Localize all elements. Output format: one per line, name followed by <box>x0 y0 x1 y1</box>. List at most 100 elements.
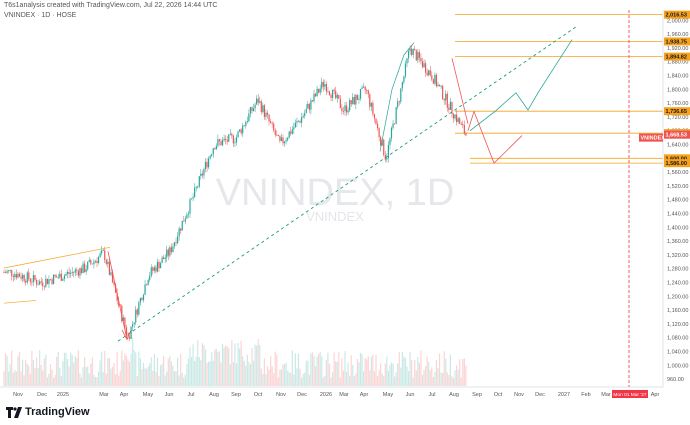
volume-bar <box>194 361 196 386</box>
volume-bar <box>169 355 171 386</box>
volume-bar <box>445 358 447 386</box>
candle-body <box>352 97 354 105</box>
candle-body <box>390 127 393 139</box>
price-tag-bg <box>664 10 690 19</box>
volume-bar <box>442 373 444 386</box>
volume-bar <box>186 364 188 386</box>
candle-body <box>302 116 304 118</box>
candle-body <box>220 141 222 146</box>
volume-bar <box>32 360 35 386</box>
candle-body <box>214 148 216 150</box>
candle-body <box>435 74 438 87</box>
volume-bar <box>363 371 365 386</box>
volume-bar <box>398 351 400 386</box>
x-tick-label: Apr <box>120 392 129 398</box>
candle-body <box>445 93 447 101</box>
x-tick-label: Apr <box>360 392 369 398</box>
volume-bar <box>415 370 417 386</box>
volume-bar <box>200 360 202 386</box>
price-tag-label: 1,586.00 <box>666 161 687 167</box>
price-tag-bg <box>664 159 690 168</box>
candle-body <box>265 112 267 117</box>
y-tick-label: 1,640.00 <box>667 143 688 149</box>
x-tick-label: Sep <box>231 392 241 398</box>
candle-body <box>87 261 89 270</box>
volume-bar <box>271 366 273 386</box>
candle-body <box>417 52 419 61</box>
candle-body <box>125 327 128 336</box>
y-tick-label: 1,400.00 <box>667 225 688 231</box>
volume-bar <box>208 361 210 386</box>
candle-body <box>200 173 202 177</box>
candle-body <box>459 118 461 124</box>
candle-body <box>359 89 362 99</box>
candle-body <box>367 90 369 95</box>
volume-bar <box>115 374 117 386</box>
volume-bar <box>51 369 53 386</box>
x-tick-label: Nov <box>13 392 23 398</box>
volume-bar <box>448 374 450 386</box>
candle-body <box>190 198 193 200</box>
candle-body <box>163 257 165 260</box>
tradingview-logo[interactable]: TradingView <box>6 406 90 418</box>
brand-name: TradingView <box>25 406 90 418</box>
candle-body <box>355 95 357 105</box>
candle-body <box>85 269 87 272</box>
candle-body <box>34 275 36 281</box>
volume-bar <box>9 364 11 386</box>
x-tick-label: Jul <box>187 392 194 398</box>
candle-body <box>336 94 338 99</box>
candle-body <box>173 242 176 247</box>
candle-body <box>107 261 109 264</box>
candle-body <box>88 260 90 262</box>
volume-bar <box>356 358 358 386</box>
volume-bar <box>406 366 408 386</box>
candle-body <box>68 271 70 274</box>
candle-body <box>291 129 293 134</box>
candle-body <box>71 271 73 273</box>
volume-bar <box>355 373 357 386</box>
volume-bar <box>161 364 163 386</box>
x-tick-label: Dec <box>535 392 545 398</box>
candle-body <box>380 137 382 146</box>
volume-bar <box>341 358 343 386</box>
volume-bar <box>237 343 239 386</box>
candle-body <box>54 274 56 277</box>
candle-body <box>332 89 334 98</box>
candle-body <box>141 298 143 301</box>
candle-body <box>63 275 66 280</box>
volume-bar <box>66 359 69 386</box>
volume-bar <box>324 375 326 386</box>
candle-body <box>77 270 79 276</box>
candle-body <box>102 250 104 252</box>
volume-bar <box>297 353 300 386</box>
volume-bar <box>259 344 261 386</box>
volume-bar <box>113 363 115 386</box>
candle-body <box>91 263 93 265</box>
candle-body <box>65 274 67 276</box>
volume-bar <box>104 350 106 386</box>
candle-body <box>4 272 7 274</box>
x-tick-label: Jun <box>165 392 174 398</box>
x-tick-label: Aug <box>209 392 219 398</box>
volume-bar <box>107 358 109 386</box>
y-tick-label: 1,040.00 <box>667 350 688 356</box>
candle-body <box>252 108 255 111</box>
volume-bar <box>17 356 19 386</box>
volume-bar <box>46 377 48 386</box>
volume-bar <box>37 367 39 386</box>
volume-bar <box>333 352 335 386</box>
candle-body <box>146 284 148 286</box>
candle-body <box>229 133 231 135</box>
volume-bar <box>74 356 76 386</box>
volume-bar <box>397 363 399 386</box>
candle-body <box>330 95 332 98</box>
volume-bar <box>180 353 182 386</box>
volume-bar <box>96 377 98 386</box>
volume-bar <box>288 372 290 386</box>
volume-bar <box>462 359 464 386</box>
candle-body <box>74 269 76 273</box>
candle-body <box>328 91 331 96</box>
volume-bar <box>135 352 137 386</box>
